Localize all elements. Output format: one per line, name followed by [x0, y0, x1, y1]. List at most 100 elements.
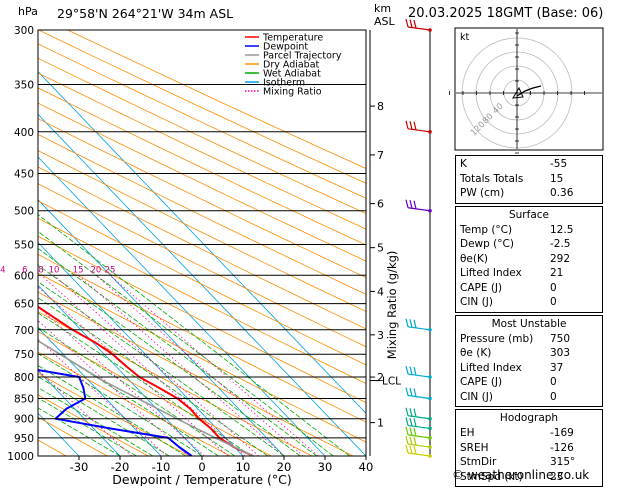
- hodograph-table-title: Hodograph: [499, 412, 559, 424]
- wet-adiabat-line: [38, 353, 203, 456]
- mixing-ratio-line: [77, 274, 285, 456]
- legend-label: Parcel Trajectory: [263, 51, 342, 62]
- km-tick-label: 4: [377, 285, 384, 298]
- mixing-ratio-line: [40, 274, 246, 456]
- lcl-label: LCL: [382, 376, 401, 388]
- x-tick-label: 0: [198, 460, 205, 474]
- index-row: SREH -126: [460, 441, 574, 454]
- x-tick-label: 30: [318, 460, 333, 474]
- pressure-tick-label: 500: [14, 206, 34, 218]
- wind-barb: [405, 435, 432, 449]
- pressure-tick-label: 950: [14, 433, 34, 445]
- index-row: CIN (J) 0: [460, 296, 557, 308]
- wind-barb: [405, 426, 432, 440]
- index-row: K -55: [460, 158, 568, 170]
- isotherm-line: [38, 199, 285, 456]
- isotherm-line: [38, 71, 366, 414]
- pressure-tick-label: 800: [14, 372, 34, 384]
- index-row: Lifted Index 21: [460, 267, 564, 279]
- indices-panel: K -55 Totals Totals 15 PW (cm) 0.36 Surface…: [455, 155, 603, 489]
- index-row: StmSpd (kt) 23: [460, 470, 564, 483]
- pressure-unit-label: hPa: [18, 5, 38, 18]
- storm-motion-marker: [512, 86, 524, 99]
- isotherm-line: [38, 327, 162, 456]
- x-tick-label: 40: [359, 460, 374, 474]
- index-row: PW (cm) 0.36: [460, 187, 574, 199]
- mixing-ratio-label: 25: [105, 265, 116, 275]
- wind-barb: [405, 318, 432, 332]
- dry-adiabat-line: [38, 351, 231, 456]
- wet-adiabat-line: [38, 407, 121, 456]
- pressure-tick-label: 350: [14, 80, 34, 92]
- dry-adiabat-line: [38, 118, 366, 279]
- index-row: CAPE (J) 0: [460, 281, 557, 294]
- pressure-tick-label: 1000: [7, 451, 34, 463]
- pressure-tick-label: 650: [14, 299, 34, 311]
- legend-label: Dry Adiabat: [263, 60, 320, 71]
- mixing-ratio-label: 15: [73, 265, 84, 275]
- surface-box: Surface Temp (°C) 12.5 Dewp (°C) -2.5 θe(K…: [455, 205, 603, 313]
- most-unstable-box: Most Unstable Pressure (mb) 750 θe (K) 303…: [455, 314, 603, 407]
- wet-adiabat-line: [38, 312, 252, 456]
- pressure-tick-label: 300: [14, 25, 34, 37]
- dry-adiabat-line: [38, 311, 313, 456]
- mixing-ratio-line: [38, 306, 205, 456]
- mixing-ratio-label: 6: [22, 265, 27, 275]
- index-row: CIN (J) 0: [460, 390, 557, 403]
- asl-unit-label: ASL: [374, 15, 395, 28]
- x-tick-label: 10: [236, 460, 251, 474]
- legend-label: Isotherm: [263, 78, 305, 89]
- dry-adiabat-line: [67, 30, 366, 169]
- x-tick-label: -20: [111, 460, 130, 474]
- dry-adiabat-line: [38, 372, 190, 456]
- index-row: Totals Totals 15: [460, 172, 564, 185]
- index-row: Pressure (mb) 750: [460, 332, 571, 345]
- dry-adiabat-line: [38, 72, 366, 230]
- wet-adiabat-line: [38, 340, 219, 456]
- wet-adiabat-line: [38, 264, 301, 456]
- wind-barb: [405, 120, 432, 134]
- dry-adiabat-line: [38, 57, 366, 214]
- km-unit-label: km: [374, 2, 392, 15]
- mixing-ratio-label: 20: [90, 265, 101, 275]
- isotherm-line: [38, 113, 366, 456]
- isotherm-line: [38, 284, 203, 456]
- wind-barb: [405, 387, 432, 401]
- index-row: θe (K) 303: [460, 347, 571, 359]
- wind-barb: [405, 18, 432, 32]
- km-tick-label: 3: [377, 329, 384, 342]
- datetime-title: 20.03.2025 18GMT (Base: 06): [408, 6, 604, 21]
- index-row: Temp (°C) 12.5: [460, 223, 574, 236]
- mixing-ratio-line: [38, 286, 229, 456]
- legend-label: Temperature: [262, 33, 323, 44]
- km-tick-label: 8: [377, 100, 384, 113]
- dry-adiabat-line: [38, 394, 149, 456]
- wet-adiabat-line: [38, 230, 334, 456]
- index-row: StmDir 315°: [460, 456, 576, 468]
- pressure-tick-label: 750: [14, 349, 34, 361]
- km-tick-label: 6: [377, 198, 384, 211]
- hodograph-unit-label: kt: [460, 32, 470, 43]
- isotherm-line: [38, 412, 80, 456]
- hodograph-table-box: Hodograph EH -169 SREH -126 StmDir 315° Stm…: [455, 409, 603, 487]
- wet-adiabat-line: [38, 387, 154, 456]
- pressure-tick-label: 400: [14, 127, 34, 139]
- mixing-ratio-label: 4: [0, 265, 5, 275]
- legend-label: Mixing Ratio: [263, 87, 322, 98]
- x-tick-label: -10: [152, 460, 171, 474]
- x-axis-label: Dewpoint / Temperature (°C): [112, 472, 291, 486]
- index-row: CAPE (J) 0: [460, 376, 557, 388]
- wind-barb: [405, 417, 432, 431]
- location-title: 29°58'N 264°21'W 34m ASL: [57, 6, 234, 21]
- km-tick-label: 5: [377, 242, 384, 255]
- stability-indices-box: K -55 Totals Totals 15 PW (cm) 0.36: [455, 155, 603, 204]
- mixing-ratio-line: [53, 274, 260, 456]
- dry-adiabat-line: [38, 30, 366, 184]
- wind-barb: [405, 199, 432, 213]
- index-row: Dewp (°C) -2.5: [460, 238, 571, 250]
- pressure-tick-label: 550: [14, 239, 34, 251]
- km-tick-label: 7: [377, 149, 384, 162]
